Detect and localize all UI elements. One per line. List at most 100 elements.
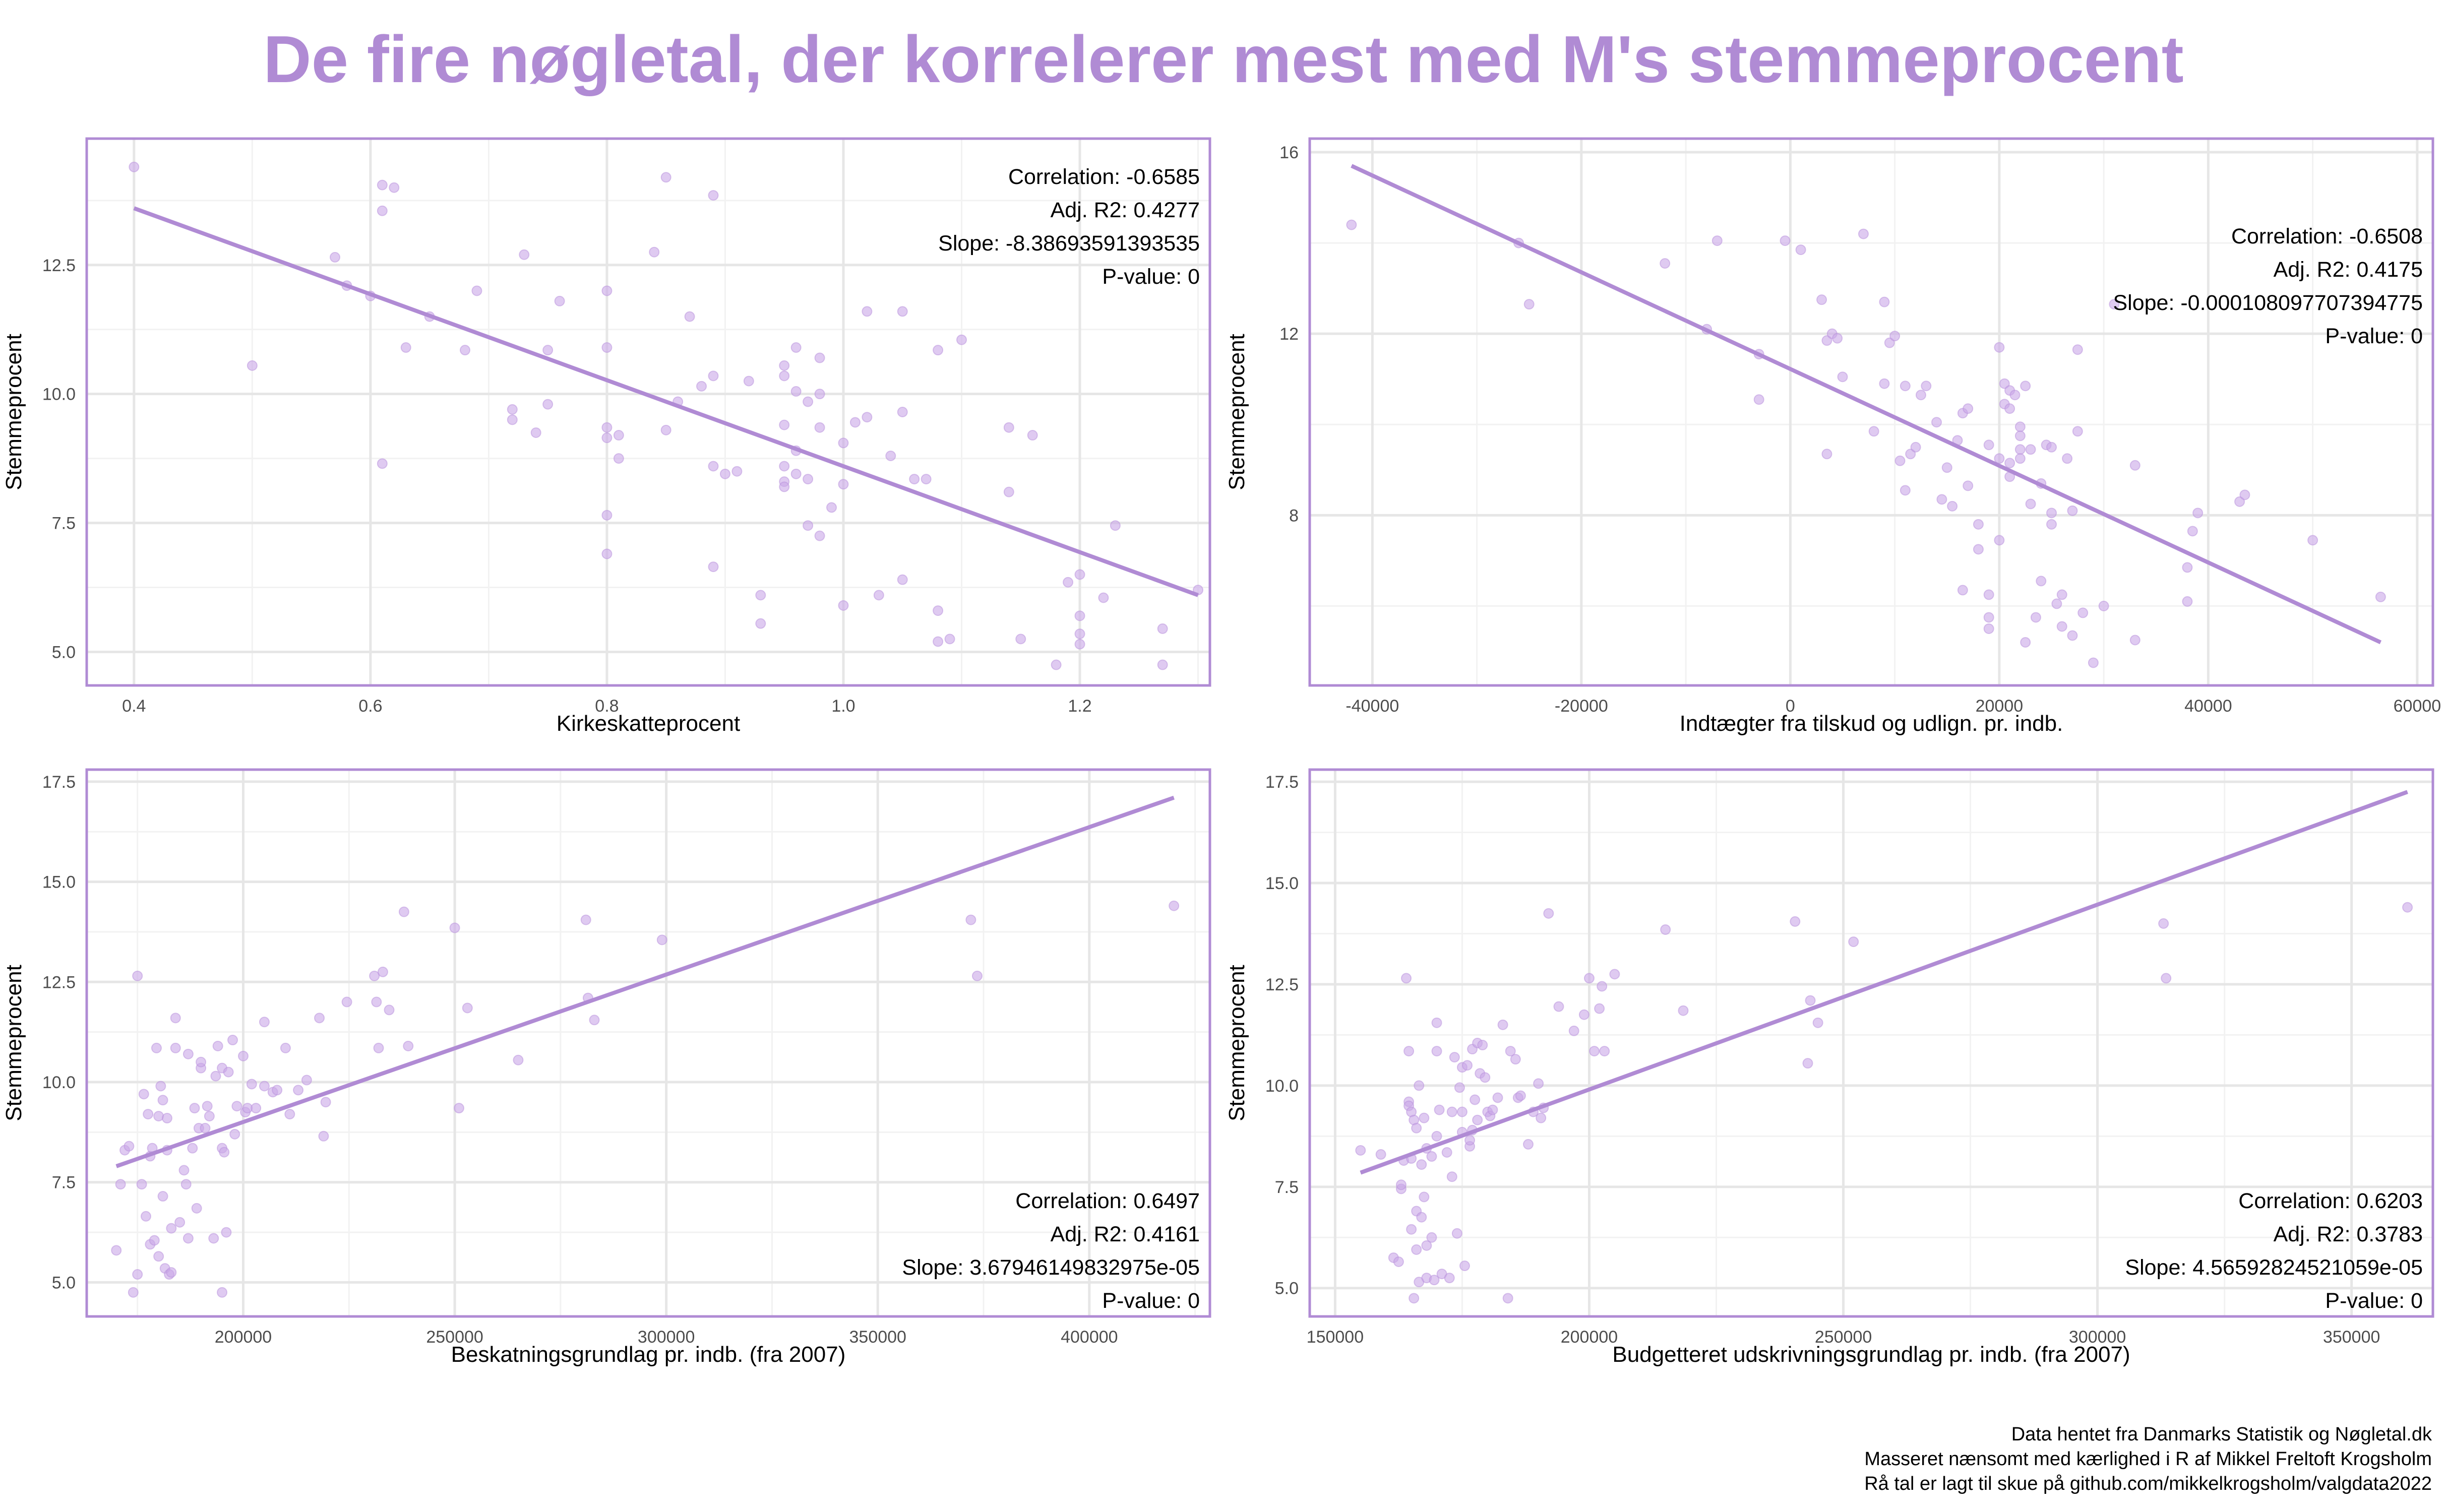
data-point xyxy=(111,1245,122,1256)
data-point xyxy=(814,530,825,541)
data-point xyxy=(779,360,790,371)
data-point xyxy=(2072,344,2083,355)
data-point xyxy=(1515,1090,1526,1101)
data-point xyxy=(2025,498,2036,510)
data-point xyxy=(403,1040,414,1051)
y-tick-label: 7.5 xyxy=(52,1173,76,1192)
data-point xyxy=(1936,494,1947,505)
data-point xyxy=(779,481,790,492)
x-axis-label: Beskatningsgrundlag pr. indb. (fra 2007) xyxy=(451,1342,846,1367)
data-point xyxy=(272,1085,283,1096)
y-axis-label: Stemmeprocent xyxy=(2,965,26,1121)
data-point xyxy=(151,1042,162,1053)
data-point xyxy=(580,914,591,925)
data-point xyxy=(400,342,411,353)
data-point xyxy=(696,381,707,392)
panel-border xyxy=(1308,768,2434,1318)
data-point xyxy=(1510,1054,1521,1065)
caption-line-author: Masseret nænsomt med kærlighed i R af Mi… xyxy=(1864,1448,2432,1470)
data-point xyxy=(2072,426,2083,437)
data-point xyxy=(1462,1060,1473,1071)
x-tick-label: 200000 xyxy=(215,1328,272,1347)
data-point xyxy=(208,1233,219,1244)
data-point xyxy=(202,1101,213,1112)
data-point xyxy=(182,1233,194,1244)
page-title: De fire nøgletal, der korrelerer mest me… xyxy=(263,22,2184,96)
x-tick-label: 300000 xyxy=(638,1328,695,1347)
data-point xyxy=(1098,592,1109,603)
data-point xyxy=(1414,1080,1425,1091)
data-point xyxy=(462,1002,473,1014)
data-point xyxy=(1497,1019,1508,1030)
data-point xyxy=(1994,453,2005,464)
data-point xyxy=(826,502,837,513)
x-axis-label: Budgetteret udskrivningsgrundlag pr. ind… xyxy=(1612,1342,2130,1367)
data-point xyxy=(196,1056,207,1067)
data-point xyxy=(1051,659,1062,670)
data-point xyxy=(2158,918,2169,929)
points-group xyxy=(1355,902,2413,1304)
data-point xyxy=(554,295,565,306)
panel-border xyxy=(1308,137,2434,687)
data-point xyxy=(157,1095,168,1106)
data-point xyxy=(2004,458,2015,469)
data-point xyxy=(1983,439,1994,451)
caption: Data hentet fra Danmarks Statistik og Nø… xyxy=(1864,1422,2432,1496)
data-point xyxy=(1963,403,1974,414)
data-point xyxy=(601,422,613,433)
data-point xyxy=(2187,526,2198,537)
data-point xyxy=(189,1103,200,1114)
data-point xyxy=(1973,519,1984,530)
data-point xyxy=(649,246,660,258)
data-point xyxy=(166,1267,177,1278)
data-point xyxy=(814,352,825,363)
data-point xyxy=(1795,244,1806,256)
data-point xyxy=(507,414,518,425)
y-tick-label: 5.0 xyxy=(52,1273,76,1292)
data-point xyxy=(1983,623,1994,634)
data-point xyxy=(259,1081,270,1092)
stats-line: Adj. R2: 0.4277 xyxy=(1051,198,1200,222)
y-tick-label: 12 xyxy=(1279,325,1299,344)
data-point xyxy=(684,311,695,322)
data-point xyxy=(2025,444,2036,455)
x-axis-label: Kirkeskatteprocent xyxy=(557,711,740,736)
data-point xyxy=(320,1097,331,1108)
data-point xyxy=(862,306,873,317)
data-point xyxy=(2009,390,2021,401)
data-point xyxy=(170,1013,181,1024)
data-point xyxy=(1994,535,2005,546)
data-point xyxy=(921,474,932,485)
x-tick-label: 350000 xyxy=(2323,1328,2380,1347)
data-point xyxy=(2030,612,2041,623)
data-point xyxy=(191,1203,202,1214)
data-point xyxy=(1346,219,1357,230)
y-tick-label: 17.5 xyxy=(1265,773,1299,792)
data-point xyxy=(2067,505,2078,516)
data-point xyxy=(318,1130,329,1142)
y-tick-label: 7.5 xyxy=(52,514,76,533)
data-point xyxy=(1454,1082,1465,1093)
data-point xyxy=(790,468,802,479)
data-point xyxy=(1431,1046,1442,1057)
data-point xyxy=(1157,659,1168,670)
data-point xyxy=(933,345,944,356)
data-point xyxy=(1426,1232,1437,1243)
y-tick-label: 7.5 xyxy=(1275,1178,1299,1197)
data-point xyxy=(601,432,613,444)
data-point xyxy=(1900,381,1911,392)
data-point xyxy=(293,1085,304,1096)
stats-line: Slope: -8.38693591393535 xyxy=(938,231,1200,256)
data-point xyxy=(873,590,884,601)
data-point xyxy=(1449,1052,1460,1063)
data-point xyxy=(187,1143,198,1154)
data-point xyxy=(1941,462,1952,473)
data-point xyxy=(1900,485,1911,496)
x-tick-label: 60000 xyxy=(2394,697,2441,716)
data-point xyxy=(779,419,790,430)
data-point xyxy=(341,996,352,1007)
data-point xyxy=(1821,449,1832,460)
data-point xyxy=(1660,924,1671,935)
data-point xyxy=(1157,623,1168,634)
data-point xyxy=(1832,333,1843,344)
